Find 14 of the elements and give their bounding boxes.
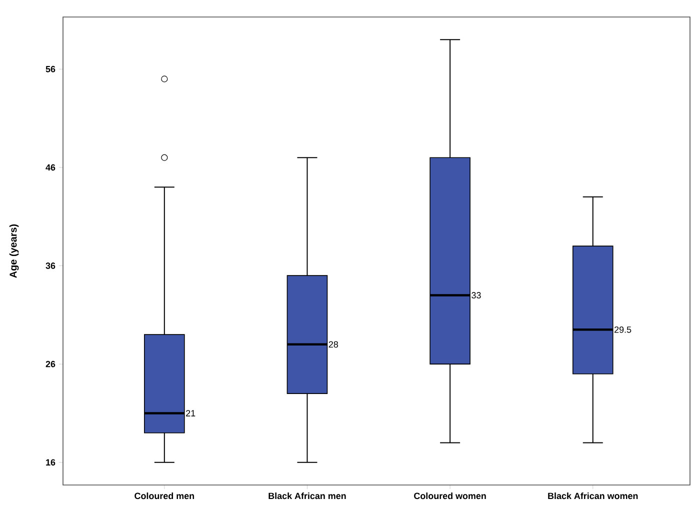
y-axis-title: Age (years) — [9, 224, 19, 278]
text: 28 — [328, 341, 338, 348]
x-tick-label: Black African men — [268, 492, 346, 500]
y-tick-label: 56 — [46, 66, 56, 72]
y-tick-label: 16 — [46, 459, 56, 466]
y-tick-label: 26 — [46, 360, 56, 368]
y-tick-label: 36 — [46, 262, 56, 269]
text: 21 — [186, 410, 196, 416]
x-tick-label: Coloured women — [414, 492, 486, 500]
text: 29.5 — [614, 326, 632, 333]
x-tick-label: Coloured men — [134, 492, 194, 500]
text: 33 — [472, 292, 481, 298]
y-tick-label: 46 — [46, 164, 56, 171]
x-tick-label: Black African women — [548, 492, 638, 500]
